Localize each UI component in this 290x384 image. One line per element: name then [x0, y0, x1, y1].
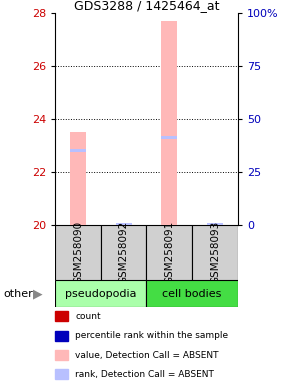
- Bar: [161, 22, 177, 225]
- Bar: [146, 225, 192, 280]
- Text: rank, Detection Call = ABSENT: rank, Detection Call = ABSENT: [75, 370, 214, 379]
- Bar: [55, 331, 68, 341]
- Bar: [55, 350, 68, 360]
- Text: ▶: ▶: [33, 287, 43, 300]
- Bar: [207, 223, 223, 225]
- Bar: [55, 225, 101, 280]
- Bar: [55, 311, 68, 321]
- Text: other: other: [3, 289, 33, 299]
- Text: value, Detection Call = ABSENT: value, Detection Call = ABSENT: [75, 351, 219, 360]
- Bar: [116, 223, 132, 225]
- Bar: [101, 225, 146, 280]
- Text: GSM258092: GSM258092: [119, 221, 128, 284]
- Text: pseudopodia: pseudopodia: [65, 289, 137, 299]
- Bar: [70, 149, 86, 152]
- Bar: [146, 280, 238, 307]
- Bar: [55, 369, 68, 379]
- Bar: [55, 280, 146, 307]
- Bar: [70, 132, 86, 225]
- Text: GSM258090: GSM258090: [73, 221, 83, 284]
- Text: cell bodies: cell bodies: [162, 289, 222, 299]
- Title: GDS3288 / 1425464_at: GDS3288 / 1425464_at: [74, 0, 219, 12]
- Text: GSM258093: GSM258093: [210, 221, 220, 284]
- Bar: [192, 225, 238, 280]
- Text: percentile rank within the sample: percentile rank within the sample: [75, 331, 228, 341]
- Text: GSM258091: GSM258091: [164, 221, 174, 284]
- Text: count: count: [75, 312, 101, 321]
- Bar: [161, 136, 177, 139]
